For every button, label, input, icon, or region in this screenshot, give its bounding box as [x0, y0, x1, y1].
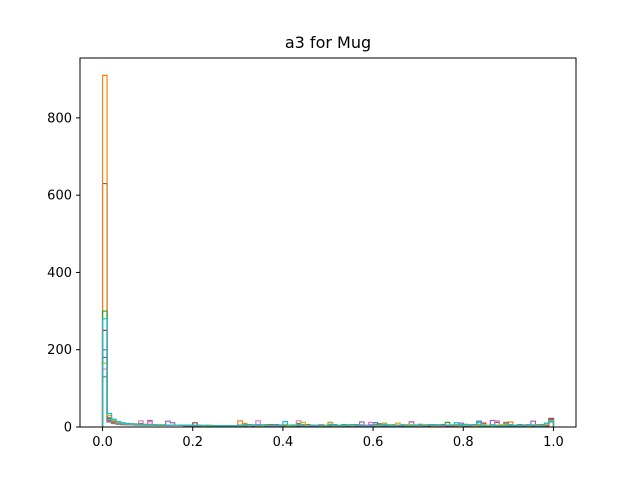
histogram-series-2 — [101, 310, 555, 427]
plot-area — [101, 74, 555, 427]
histogram-series-5 — [101, 356, 555, 427]
histogram-series-8 — [101, 362, 555, 427]
x-tick-label: 0.2 — [182, 435, 203, 450]
y-tick-label: 200 — [47, 343, 72, 358]
x-tick-label: 0.6 — [363, 435, 384, 450]
histogram-series-4 — [101, 349, 555, 427]
x-tick-label: 0.8 — [453, 435, 474, 450]
x-axis: 0.0 0.2 0.4 0.6 0.8 1.0 — [92, 427, 564, 450]
x-tick-label: 0.0 — [92, 435, 113, 450]
y-axis: 0 200 400 600 800 — [47, 111, 80, 436]
y-tick-label: 0 — [64, 421, 72, 436]
y-tick-label: 400 — [47, 266, 72, 281]
histogram-series-9 — [101, 318, 555, 427]
histogram-series-6 — [101, 368, 555, 427]
x-tick-label: 1.0 — [543, 435, 564, 450]
histogram-series-3 — [101, 329, 555, 427]
plot-frame — [79, 57, 577, 428]
chart-title: a3 for Mug — [285, 33, 371, 52]
histogram-series-0 — [101, 182, 555, 427]
x-tick-label: 0.4 — [273, 435, 294, 450]
histogram-series-1 — [101, 74, 555, 427]
y-tick-label: 800 — [47, 111, 72, 126]
y-tick-label: 600 — [47, 189, 72, 204]
histogram-series-7 — [101, 376, 555, 427]
